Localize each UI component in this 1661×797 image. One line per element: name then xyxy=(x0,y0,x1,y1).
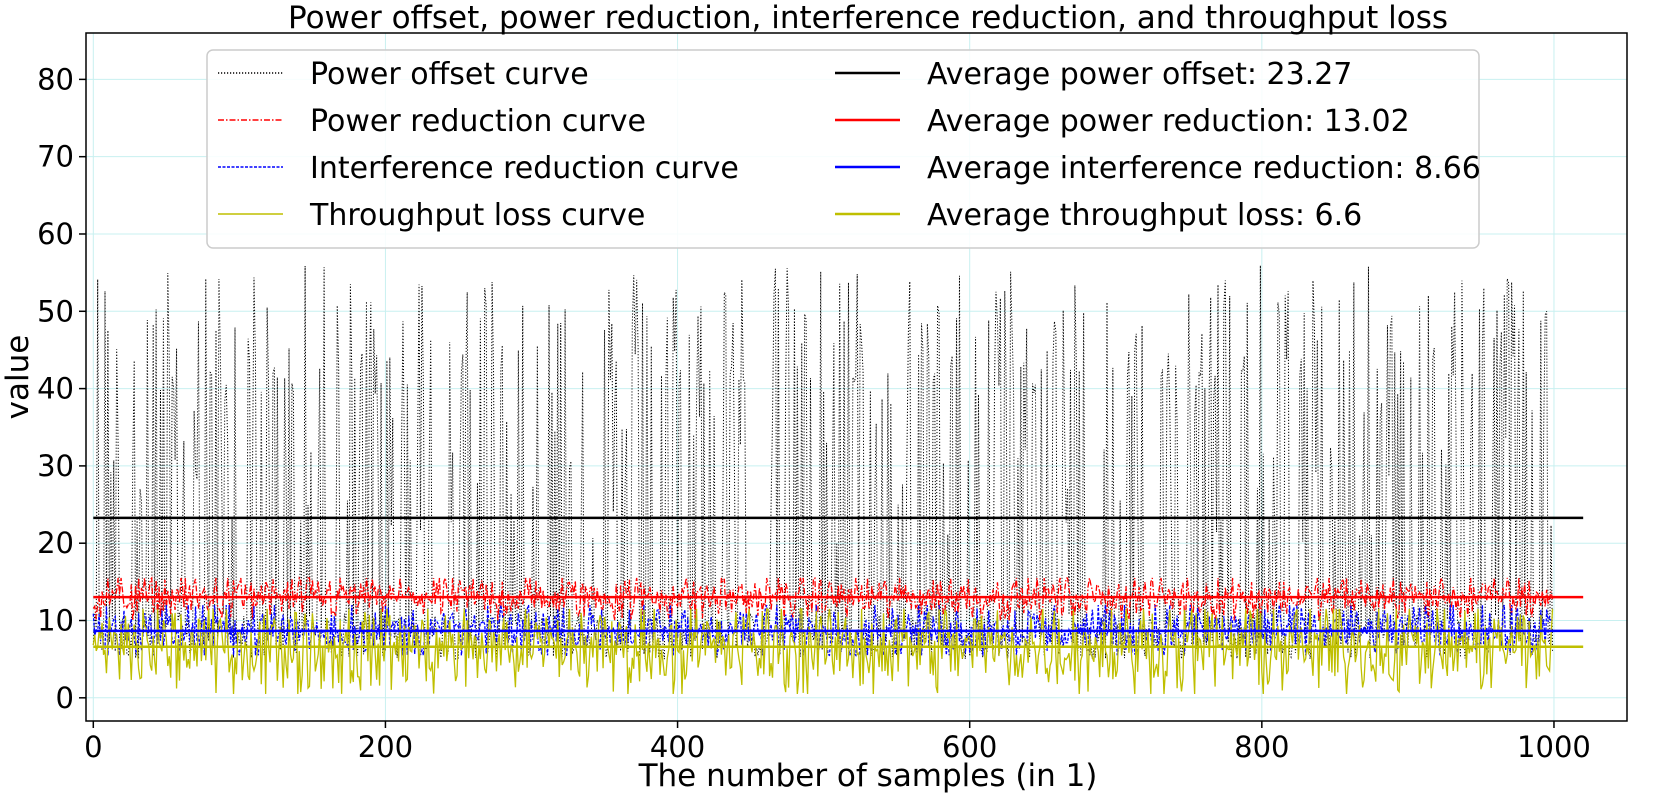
y-tick-label: 70 xyxy=(37,140,74,174)
legend-label: Average power reduction: 13.02 xyxy=(927,104,1410,139)
legend-label: Power offset curve xyxy=(310,57,589,92)
x-tick-label: 0 xyxy=(84,730,102,764)
y-tick-label: 40 xyxy=(37,372,74,406)
y-tick-label: 30 xyxy=(37,449,74,483)
y-tick-label: 20 xyxy=(37,526,74,560)
legend-label: Average throughput loss: 6.6 xyxy=(927,198,1362,233)
legend-label: Throughput loss curve xyxy=(309,198,645,233)
x-tick-label: 400 xyxy=(650,730,705,764)
x-tick-label: 600 xyxy=(942,730,997,764)
y-tick-label: 0 xyxy=(56,681,74,715)
series-line-1 xyxy=(92,265,1554,660)
legend-label: Average power offset: 23.27 xyxy=(927,57,1352,92)
legend: Power offset curve Power reduction curve I… xyxy=(206,49,1481,249)
x-tick-label: 200 xyxy=(358,730,413,764)
chart-title: Power offset, power reduction, interfere… xyxy=(288,0,1448,36)
x-tick-label: 1000 xyxy=(1517,730,1591,764)
series-line-4 xyxy=(92,608,1554,695)
x-axis-label: The number of samples (in 1) xyxy=(638,758,1098,794)
series-line-2 xyxy=(92,575,1554,621)
x-tick-label: 800 xyxy=(1234,730,1289,764)
y-tick-label: 80 xyxy=(37,62,74,96)
y-tick-label: 10 xyxy=(37,604,74,638)
legend-label: Interference reduction curve xyxy=(310,151,739,186)
legend-box xyxy=(206,49,1480,249)
axis-ticks: 0 200 400 600 800 1000 0 10 20 30 40 50 60 70 80 xyxy=(37,62,1591,764)
average-lines xyxy=(93,516,1584,649)
y-axis-label: value xyxy=(0,335,36,420)
plot-frame xyxy=(85,32,1628,722)
y-tick-label: 50 xyxy=(37,294,74,328)
legend-label: Average interference reduction: 8.66 xyxy=(927,151,1481,186)
legend-label: Power reduction curve xyxy=(310,104,646,139)
y-tick-label: 60 xyxy=(37,217,74,251)
